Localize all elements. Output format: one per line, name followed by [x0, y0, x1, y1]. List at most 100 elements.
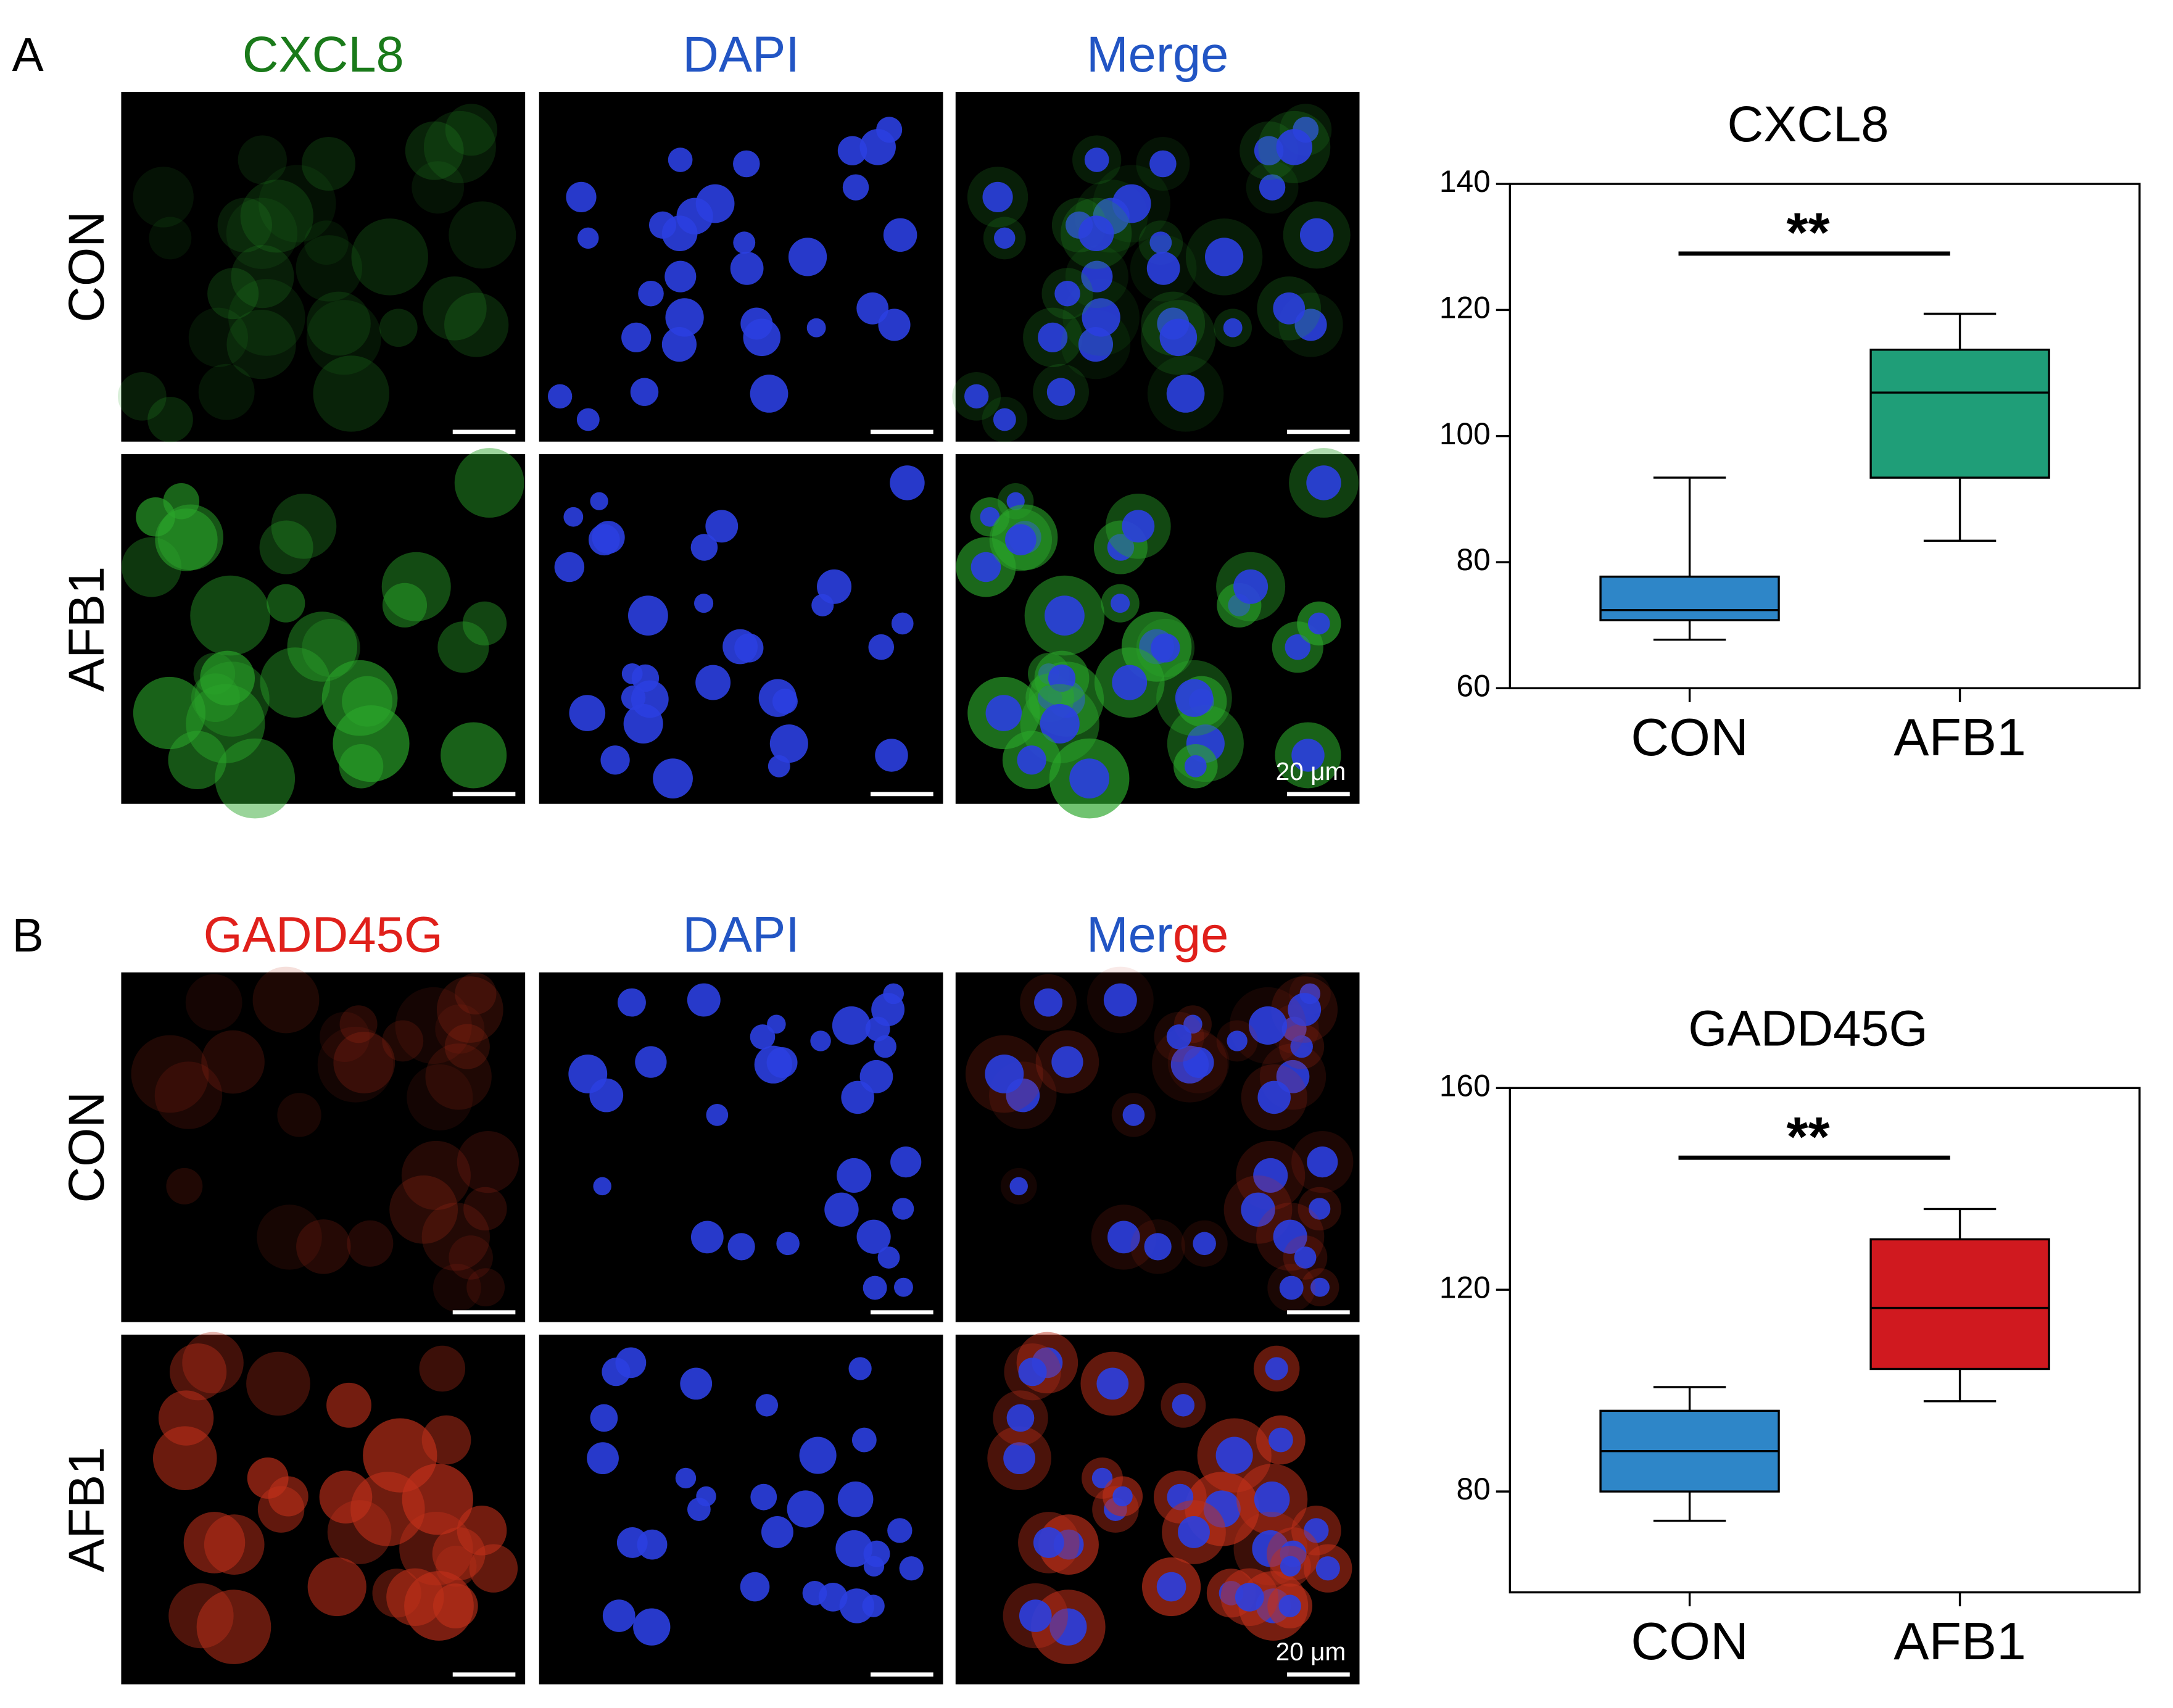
nucleus: [569, 695, 606, 731]
nucleus: [1215, 1436, 1253, 1474]
nucleus: [1019, 1599, 1052, 1632]
title-part: Merge: [1086, 27, 1228, 83]
nucleus: [554, 552, 585, 582]
cell-signal: [185, 974, 242, 1031]
nucleus: [687, 983, 721, 1017]
nucleus: [653, 758, 693, 799]
nucleus: [1103, 983, 1137, 1017]
cell-signal: [339, 1005, 378, 1043]
nucleus: [1156, 1572, 1186, 1602]
nucleus: [788, 238, 827, 276]
cell-signal: [382, 582, 428, 628]
nucleus: [1248, 1006, 1288, 1045]
nucleus: [1276, 129, 1313, 165]
cell-signal: [333, 1032, 395, 1093]
cell-signal: [228, 279, 305, 356]
nucleus: [1166, 1024, 1192, 1050]
micrograph: [121, 92, 526, 442]
title-part: DAPI: [682, 27, 800, 83]
cell-signal: [268, 1476, 308, 1517]
cell-signal: [327, 1500, 392, 1564]
nucleus: [1254, 1481, 1290, 1517]
nucleus: [1151, 633, 1180, 663]
cell-signal: [296, 1219, 351, 1274]
nucleus: [590, 492, 608, 510]
nucleus: [695, 184, 735, 223]
nucleus: [1149, 150, 1177, 178]
nucleus: [1268, 1427, 1293, 1453]
column-title: GADD45G: [204, 907, 443, 963]
nucleus: [1288, 993, 1322, 1027]
micrograph: [539, 1334, 943, 1685]
nucleus: [694, 594, 714, 613]
nucleus: [1273, 1219, 1307, 1254]
box: [1599, 575, 1780, 621]
nucleus: [1259, 174, 1286, 201]
nucleus: [1009, 1177, 1028, 1196]
cell-signal: [296, 235, 363, 302]
row-label: AFB1: [59, 1447, 115, 1572]
scale-bar-label: 20 μm: [1276, 757, 1346, 786]
cell-signal: [307, 291, 371, 356]
cell-signal: [379, 309, 418, 347]
nucleus: [740, 1572, 770, 1602]
nucleus: [1018, 1358, 1047, 1387]
nucleus: [875, 739, 908, 772]
nucleus: [1315, 1556, 1340, 1581]
nucleus: [890, 465, 925, 500]
nucleus: [568, 1055, 608, 1093]
nucleus: [602, 1358, 631, 1387]
cell-signal: [402, 1464, 473, 1535]
title-part: GADD45G: [204, 907, 443, 963]
significance-label: **: [1786, 202, 1830, 264]
cell-signal: [389, 1175, 458, 1244]
nucleus: [1149, 231, 1172, 254]
nucleus: [859, 129, 896, 165]
cell-signal: [339, 744, 384, 789]
nucleus: [1045, 595, 1085, 636]
nucleus: [871, 993, 905, 1027]
nucleus: [695, 665, 731, 700]
cell-signal: [271, 493, 337, 559]
nucleus: [1081, 260, 1113, 292]
cell-signal: [182, 1332, 244, 1394]
significance-label: **: [1786, 1106, 1830, 1168]
nucleus: [1096, 1367, 1129, 1400]
nucleus: [680, 1367, 713, 1400]
cell-signal: [155, 508, 218, 571]
nucleus: [1069, 758, 1110, 799]
cell-signal: [226, 197, 297, 269]
cell-signal: [238, 135, 287, 184]
nucleus: [1227, 1030, 1248, 1051]
cell-signal: [170, 1343, 227, 1401]
nucleus: [842, 174, 869, 201]
nucleus: [1112, 1486, 1133, 1507]
y-tick-label: 80: [1456, 542, 1490, 577]
cell-signal: [435, 1545, 477, 1587]
nucleus: [743, 318, 781, 357]
row-label: AFB1: [59, 566, 115, 692]
cell-signal: [307, 1557, 366, 1617]
nucleus: [1046, 378, 1075, 406]
nucleus: [874, 1035, 896, 1058]
nucleus: [621, 685, 646, 710]
nucleus: [1122, 510, 1155, 543]
nucleus: [769, 724, 808, 763]
nucleus: [1159, 318, 1198, 357]
cell-signal: [435, 1004, 485, 1054]
nucleus: [1285, 634, 1311, 660]
cell-signal: [444, 292, 509, 357]
nucleus: [761, 1516, 793, 1548]
cell-signal: [395, 987, 472, 1064]
nucleus: [1178, 1516, 1210, 1548]
cell-signal: [304, 220, 349, 265]
nucleus: [891, 612, 914, 635]
nucleus: [837, 136, 867, 165]
nucleus: [547, 384, 573, 408]
y-tick-label: 80: [1456, 1472, 1490, 1506]
nucleus: [1111, 594, 1130, 613]
cell-signal: [454, 448, 524, 518]
cell-signal: [321, 660, 398, 736]
